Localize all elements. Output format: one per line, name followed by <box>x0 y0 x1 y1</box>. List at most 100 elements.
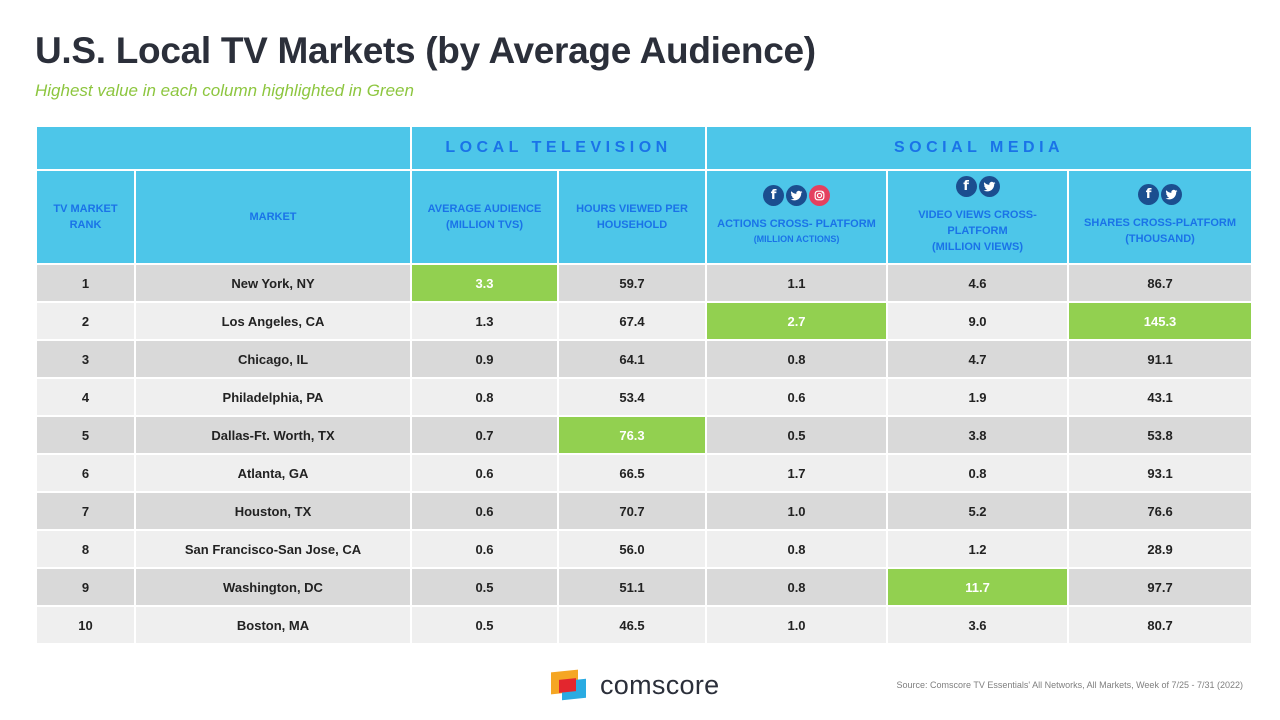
cell-actions: 0.8 <box>706 340 887 378</box>
page-subtitle: Highest value in each column highlighted… <box>35 81 414 101</box>
cell-market: New York, NY <box>135 264 411 302</box>
cell-shares: 28.9 <box>1068 530 1252 568</box>
cell-shares-highlight: 145.3 <box>1068 302 1252 340</box>
col-header-actions: f ACTIONS CROSS- PLATFORM (MILLION ACTIO… <box>706 170 887 264</box>
table-row: 10 Boston, MA 0.5 46.5 1.0 3.6 80.7 <box>36 606 1252 644</box>
cell-shares: 53.8 <box>1068 416 1252 454</box>
col-header-actions-unit: (MILLION ACTIONS) <box>717 232 876 246</box>
cell-actions: 1.0 <box>706 492 887 530</box>
page-title: U.S. Local TV Markets (by Average Audien… <box>35 30 816 72</box>
cell-market: Dallas-Ft. Worth, TX <box>135 416 411 454</box>
cell-hours-viewed-highlight: 76.3 <box>558 416 706 454</box>
cell-avg-audience: 0.5 <box>411 606 558 644</box>
cell-market: Boston, MA <box>135 606 411 644</box>
video-views-social-icons: f <box>898 176 1057 197</box>
facebook-icon: f <box>1138 184 1159 205</box>
cell-video-views: 4.6 <box>887 264 1068 302</box>
cell-video-views: 1.9 <box>887 378 1068 416</box>
table-row: 1 New York, NY 3.3 59.7 1.1 4.6 86.7 <box>36 264 1252 302</box>
col-header-video-views-label: VIDEO VIEWS CROSS-PLATFORM <box>898 207 1057 239</box>
cell-rank: 2 <box>36 302 135 340</box>
cell-shares: 86.7 <box>1068 264 1252 302</box>
table-row: 9 Washington, DC 0.5 51.1 0.8 11.7 97.7 <box>36 568 1252 606</box>
facebook-icon: f <box>956 176 977 197</box>
table-row: 2 Los Angeles, CA 1.3 67.4 2.7 9.0 145.3 <box>36 302 1252 340</box>
cell-rank: 10 <box>36 606 135 644</box>
col-header-shares-label: SHARES CROSS-PLATFORM <box>1079 215 1241 231</box>
col-header-rank: TV MARKET RANK <box>36 170 135 264</box>
group-header-row: LOCAL TELEVISION SOCIAL MEDIA <box>36 126 1252 170</box>
twitter-icon <box>786 185 807 206</box>
cell-actions: 0.8 <box>706 568 887 606</box>
cell-hours-viewed: 53.4 <box>558 378 706 416</box>
cell-video-views: 0.8 <box>887 454 1068 492</box>
column-header-row: TV MARKET RANK MARKET AVERAGE AUDIENCE (… <box>36 170 1252 264</box>
group-header-social-media: SOCIAL MEDIA <box>706 126 1252 170</box>
cell-video-views: 3.6 <box>887 606 1068 644</box>
cell-hours-viewed: 66.5 <box>558 454 706 492</box>
cell-market: Atlanta, GA <box>135 454 411 492</box>
twitter-icon <box>1161 184 1182 205</box>
cell-rank: 3 <box>36 340 135 378</box>
cell-shares: 91.1 <box>1068 340 1252 378</box>
cell-actions: 1.0 <box>706 606 887 644</box>
col-header-shares-unit: (THOUSAND) <box>1079 231 1241 247</box>
source-note: Source: Comscore TV Essentials' All Netw… <box>896 680 1243 690</box>
cell-market: San Francisco-San Jose, CA <box>135 530 411 568</box>
cell-avg-audience: 0.6 <box>411 492 558 530</box>
table-row: 4 Philadelphia, PA 0.8 53.4 0.6 1.9 43.1 <box>36 378 1252 416</box>
cell-hours-viewed: 67.4 <box>558 302 706 340</box>
cell-market: Chicago, IL <box>135 340 411 378</box>
table-row: 3 Chicago, IL 0.9 64.1 0.8 4.7 91.1 <box>36 340 1252 378</box>
shares-social-icons: f <box>1079 184 1241 205</box>
table-row: 6 Atlanta, GA 0.6 66.5 1.7 0.8 93.1 <box>36 454 1252 492</box>
table-row: 5 Dallas-Ft. Worth, TX 0.7 76.3 0.5 3.8 … <box>36 416 1252 454</box>
cell-video-views: 4.7 <box>887 340 1068 378</box>
cell-market: Washington, DC <box>135 568 411 606</box>
cell-shares: 80.7 <box>1068 606 1252 644</box>
cell-shares: 43.1 <box>1068 378 1252 416</box>
col-header-hours-viewed: HOURS VIEWED PER HOUSEHOLD <box>558 170 706 264</box>
cell-rank: 8 <box>36 530 135 568</box>
cell-avg-audience: 0.7 <box>411 416 558 454</box>
cell-video-views: 3.8 <box>887 416 1068 454</box>
cell-avg-audience-highlight: 3.3 <box>411 264 558 302</box>
cell-avg-audience: 0.8 <box>411 378 558 416</box>
cell-video-views: 5.2 <box>887 492 1068 530</box>
col-header-avg-audience: AVERAGE AUDIENCE (MILLION TVS) <box>411 170 558 264</box>
cell-avg-audience: 0.5 <box>411 568 558 606</box>
cell-hours-viewed: 70.7 <box>558 492 706 530</box>
cell-rank: 4 <box>36 378 135 416</box>
cell-shares: 97.7 <box>1068 568 1252 606</box>
col-header-market: MARKET <box>135 170 411 264</box>
cell-actions: 0.8 <box>706 530 887 568</box>
cell-avg-audience: 0.6 <box>411 454 558 492</box>
markets-table: LOCAL TELEVISION SOCIAL MEDIA TV MARKET … <box>35 125 1253 645</box>
cell-shares: 76.6 <box>1068 492 1252 530</box>
comscore-logo: comscore <box>551 670 719 701</box>
table-row: 8 San Francisco-San Jose, CA 0.6 56.0 0.… <box>36 530 1252 568</box>
cell-actions: 1.1 <box>706 264 887 302</box>
cell-hours-viewed: 56.0 <box>558 530 706 568</box>
cell-actions: 0.6 <box>706 378 887 416</box>
cell-rank: 7 <box>36 492 135 530</box>
cell-hours-viewed: 64.1 <box>558 340 706 378</box>
col-header-video-views-unit: (MILLION VIEWS) <box>898 239 1057 255</box>
cell-market: Philadelphia, PA <box>135 378 411 416</box>
group-header-local-tv: LOCAL TELEVISION <box>411 126 706 170</box>
col-header-shares: f SHARES CROSS-PLATFORM (THOUSAND) <box>1068 170 1252 264</box>
col-header-video-views: f VIDEO VIEWS CROSS-PLATFORM (MILLION VI… <box>887 170 1068 264</box>
cell-avg-audience: 0.6 <box>411 530 558 568</box>
cell-video-views: 9.0 <box>887 302 1068 340</box>
table-row: 7 Houston, TX 0.6 70.7 1.0 5.2 76.6 <box>36 492 1252 530</box>
cell-rank: 6 <box>36 454 135 492</box>
facebook-icon: f <box>763 185 784 206</box>
twitter-icon <box>979 176 1000 197</box>
cell-actions: 0.5 <box>706 416 887 454</box>
cell-video-views-highlight: 11.7 <box>887 568 1068 606</box>
cell-video-views: 1.2 <box>887 530 1068 568</box>
cell-actions-highlight: 2.7 <box>706 302 887 340</box>
col-header-actions-label: ACTIONS CROSS- PLATFORM <box>717 216 876 232</box>
cell-hours-viewed: 46.5 <box>558 606 706 644</box>
cell-market: Houston, TX <box>135 492 411 530</box>
